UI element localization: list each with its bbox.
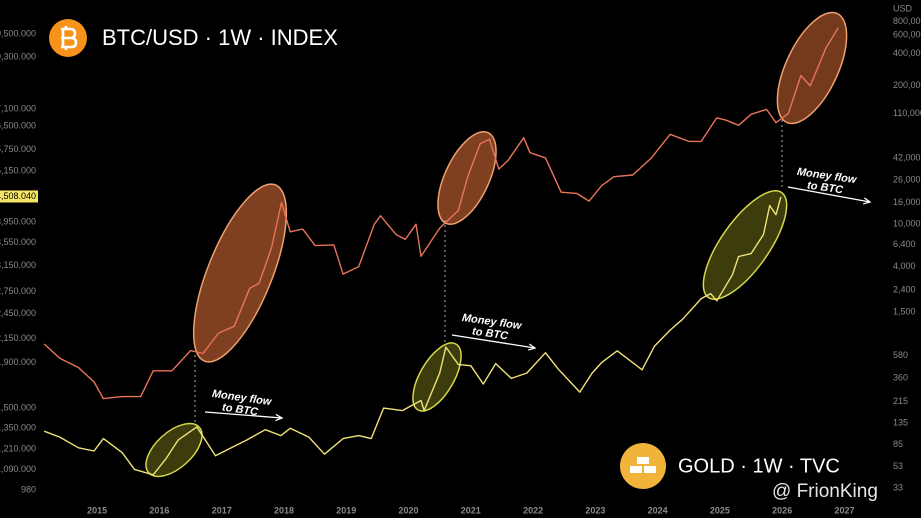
y-tick-label: 2,150.000 bbox=[0, 333, 36, 343]
gold-ellipse bbox=[412, 342, 462, 412]
last-price-label: 4,508.040 bbox=[0, 191, 36, 201]
gold-logo bbox=[620, 443, 666, 489]
gold-icon bbox=[620, 443, 666, 489]
y-tick-label: 5,150.000 bbox=[0, 165, 36, 175]
gold-ellipse bbox=[702, 190, 788, 300]
y2-tick-label: 800,000 bbox=[893, 16, 921, 26]
x-tick-label: 2020 bbox=[399, 505, 419, 515]
y-tick-label: 3,950.000 bbox=[0, 216, 36, 226]
y-tick-label: 1,350.000 bbox=[0, 423, 36, 433]
x-tick-label: 2027 bbox=[834, 505, 854, 515]
x-tick-label: 2026 bbox=[772, 505, 792, 515]
y-tick-label: 10,500.000 bbox=[0, 28, 36, 38]
annotation-arrow bbox=[451, 334, 536, 349]
x-tick-label: 2016 bbox=[149, 505, 169, 515]
y2-tick-label: 200,000 bbox=[893, 80, 921, 90]
y2-tick-label: 42,000 bbox=[893, 152, 921, 162]
y2-tick-label: 1,500 bbox=[893, 306, 916, 316]
chart-title: BTC/USD · 1W · INDEX bbox=[102, 25, 338, 50]
y2-tick-label: 85 bbox=[893, 439, 903, 449]
x-tick-label: 2019 bbox=[336, 505, 356, 515]
y2-tick-label: 215 bbox=[893, 396, 908, 406]
y-tick-label: 2,450.000 bbox=[0, 308, 36, 318]
y2-tick-label: 135 bbox=[893, 418, 908, 428]
y-tick-label: 9,300.000 bbox=[0, 52, 36, 62]
y-tick-label: 6,500.000 bbox=[0, 120, 36, 130]
y2-tick-label: 580 bbox=[893, 350, 908, 360]
y-tick-label: 1,210.000 bbox=[0, 444, 36, 454]
annotation-arrow bbox=[787, 186, 871, 203]
annotation-text: to BTC bbox=[471, 326, 509, 343]
y2-unit: USD bbox=[893, 3, 913, 13]
y-tick-label: 5,750.000 bbox=[0, 144, 36, 154]
arrow-head bbox=[863, 197, 872, 205]
watermark: @ FrionKing bbox=[772, 481, 878, 502]
y2-tick-label: 600,000 bbox=[893, 29, 921, 39]
gold-title: GOLD · 1W · TVC bbox=[678, 455, 840, 477]
x-tick-label: 2025 bbox=[710, 505, 730, 515]
gold-bar bbox=[644, 466, 656, 473]
y2-tick-label: 33 bbox=[893, 483, 903, 493]
y-tick-label: 7,100.000 bbox=[0, 104, 36, 114]
x-tick-label: 2022 bbox=[523, 505, 543, 515]
btc-symbol bbox=[61, 26, 78, 50]
x-tick-label: 2018 bbox=[274, 505, 294, 515]
last-price-badge bbox=[0, 190, 38, 203]
y2-tick-label: 26,000 bbox=[893, 174, 921, 184]
y-tick-label: 1,900.000 bbox=[0, 357, 36, 367]
y-tick-label: 3,550.000 bbox=[0, 237, 36, 247]
y2-tick-label: 360 bbox=[893, 372, 908, 382]
btc-ellipse bbox=[192, 183, 288, 363]
x-tick-label: 2021 bbox=[461, 505, 481, 515]
y2-tick-label: 2,400 bbox=[893, 285, 916, 295]
annotation-arrow bbox=[204, 411, 283, 419]
x-tick-label: 2017 bbox=[212, 505, 232, 515]
arrow-head bbox=[275, 413, 284, 422]
series-line bbox=[43, 196, 782, 476]
y-tick-label: 980 bbox=[21, 484, 36, 494]
y-tick-label: 1,090.000 bbox=[0, 464, 36, 474]
y2-tick-label: 16,000 bbox=[893, 197, 921, 207]
y2-tick-label: 4,000 bbox=[893, 261, 916, 271]
x-tick-label: 2015 bbox=[87, 505, 107, 515]
y2-tick-label: 10,000 bbox=[893, 219, 921, 229]
gold-bar bbox=[637, 457, 649, 464]
y2-tick-label: 53 bbox=[893, 461, 903, 471]
y-tick-label: 3,150.000 bbox=[0, 260, 36, 270]
series-line bbox=[43, 27, 839, 400]
x-tick-label: 2024 bbox=[648, 505, 668, 515]
y2-tick-label: 6,400 bbox=[893, 239, 916, 249]
y-tick-label: 2,750.000 bbox=[0, 286, 36, 296]
gold-ellipse bbox=[145, 422, 203, 478]
y2-tick-label: 110,000 bbox=[893, 108, 921, 118]
y-tick-label: 1,500.000 bbox=[0, 402, 36, 412]
btc-logo bbox=[49, 19, 87, 57]
y2-tick-label: 400,000 bbox=[893, 48, 921, 58]
arrow-head bbox=[528, 343, 537, 351]
gold-bar bbox=[630, 466, 642, 473]
x-tick-label: 2023 bbox=[585, 505, 605, 515]
